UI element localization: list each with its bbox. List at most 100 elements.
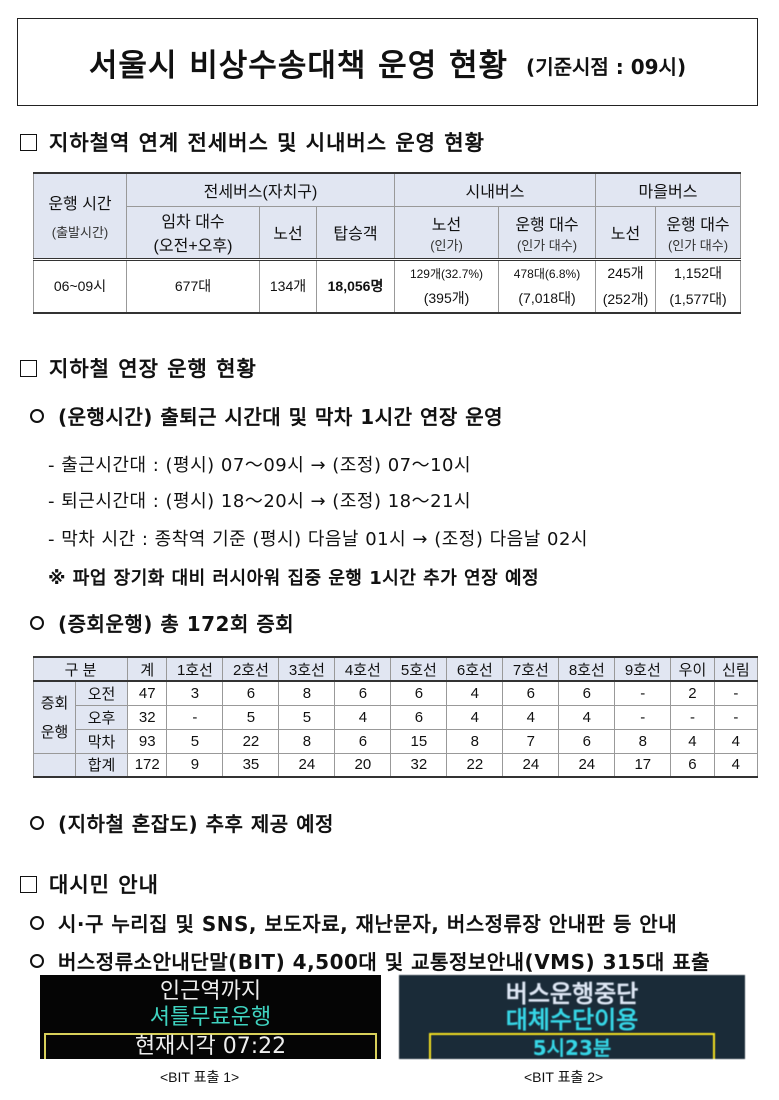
cell: -	[166, 704, 224, 730]
cell: 6	[670, 752, 715, 778]
cell: 5	[166, 728, 224, 754]
column-header: 우이	[670, 656, 715, 682]
column-header: 1호선	[166, 656, 224, 682]
section2-heading: 지하철 연장 운행 현황	[20, 353, 257, 383]
cell: -	[670, 704, 715, 730]
extra-runs-table: 구 분 계 1호선 2호선 3호선 4호선 5호선 6호선 7호선 8호선 9호선 우이 신림 증회 운행…	[33, 656, 759, 778]
column-header: 2호선	[222, 656, 280, 682]
cell: 6	[222, 680, 280, 706]
cell: 6	[502, 680, 560, 706]
cell: -	[713, 680, 759, 706]
checkbox-square-icon	[20, 134, 37, 151]
cell: 4	[713, 752, 759, 778]
cell: 8	[278, 728, 336, 754]
table-row: 오후 32-5 5 4 6 4 4 4- - -	[34, 704, 759, 730]
notice-item: 시·구 누리집 및 SNS, 보도자료, 재난문자, 버스정류장 안내판 등 안…	[30, 908, 677, 937]
cell: 5	[222, 704, 280, 730]
cell: 6	[390, 704, 448, 730]
cell: 5	[278, 704, 336, 730]
cell: 6	[334, 728, 392, 754]
cell: 20	[334, 752, 392, 778]
extra-runs-item: (증회운행) 총 172회 증회	[30, 608, 294, 637]
column-header: 5호선	[390, 656, 448, 682]
column-header: 신림	[713, 656, 759, 682]
cell: -	[713, 704, 759, 730]
section1-heading: 지하철역 연계 전세버스 및 시내버스 운영 현황	[20, 127, 485, 157]
bit-caption-2: <BIT 표출 2>	[524, 1069, 604, 1085]
cell: -	[614, 704, 672, 730]
cell: 17	[614, 752, 672, 778]
cell: 32	[390, 752, 448, 778]
cell: 24	[502, 752, 560, 778]
circle-bullet-icon	[30, 916, 44, 930]
cell: 24	[278, 752, 336, 778]
cell: 4	[670, 728, 715, 754]
note-line: ※ 파업 장기화 대비 러시아워 집중 운행 1시간 추가 연장 예정	[48, 568, 540, 589]
row-label: 오전	[75, 680, 128, 706]
circle-bullet-icon	[30, 409, 44, 423]
bit-caption-1: <BIT 표출 1>	[160, 1069, 240, 1085]
cell: 32	[126, 704, 168, 730]
cell: 8	[446, 728, 504, 754]
column-header: 6호선	[446, 656, 504, 682]
cell: 4	[334, 704, 392, 730]
cell: 172	[126, 752, 168, 778]
cell: 7	[502, 728, 560, 754]
cell: 93	[126, 728, 168, 754]
section3-heading: 대시민 안내	[20, 869, 159, 899]
cell: -	[614, 680, 672, 706]
detail-line: - 퇴근시간대 : (평시) 18～20시 → (조정) 18～21시	[48, 491, 472, 512]
reference-time: (기준시점 : 09시)	[526, 54, 687, 79]
table-row: 합계 172 9 35 24 20 32 22 24 24 17 6 4	[33, 752, 759, 778]
table-row: 증회 운행 오전 47 3 6 8 6 6 4 6 6-2-	[33, 680, 759, 754]
detail-line: - 막차 시간 : 종착역 기준 (평시) 다음날 01시 → (조정) 다음날…	[48, 529, 588, 550]
cell: 9	[166, 752, 224, 778]
column-header: 7호선	[502, 656, 560, 682]
row-label: 막차	[75, 728, 128, 754]
table-row: 막차 93 5 22 8 6 15 8 7 6 8 4 4	[34, 728, 759, 754]
column-header: 구 분	[33, 656, 128, 682]
circle-bullet-icon	[30, 816, 44, 830]
bit-display-2-image: 버스운행중단 대체수단이용 5시23분	[399, 975, 745, 1059]
cell: 24	[558, 752, 616, 778]
cell: 4	[446, 680, 504, 706]
row-label: 오후	[75, 704, 128, 730]
bus-operation-table: 운행 시간 (출발시간) 전세버스(자치구) 시내버스 마을버스 임차 대수 (오전…	[33, 172, 741, 314]
cell: 2	[670, 680, 715, 706]
circle-bullet-icon	[30, 616, 44, 630]
bit-display-1-image: 인근역까지 셔틀무료운행 현재시각 07:22	[40, 975, 381, 1059]
column-header: 9호선	[614, 656, 672, 682]
column-header: 3호선	[278, 656, 336, 682]
cell: 4	[446, 704, 504, 730]
checkbox-square-icon	[20, 876, 37, 893]
page-title: 서울시 비상수송대책 운영 현황	[88, 47, 509, 84]
cell: 22	[446, 752, 504, 778]
cell: 35	[222, 752, 280, 778]
cell: 15	[390, 728, 448, 754]
operation-hours-item: (운행시간) 출퇴근 시간대 및 막차 1시간 연장 운영	[30, 401, 503, 430]
column-header: 4호선	[334, 656, 392, 682]
cell: 6	[558, 680, 616, 706]
group-label: 증회 운행	[33, 680, 76, 754]
table-row: 06~09시 677대 134개 18,056명 129개(32.7%) (395…	[33, 257, 741, 314]
cell: 6	[558, 728, 616, 754]
circle-bullet-icon	[30, 954, 44, 968]
cell: 8	[614, 728, 672, 754]
cell: 8	[278, 680, 336, 706]
cell: 3	[166, 680, 224, 706]
row-label: 합계	[75, 752, 128, 778]
notice-item: 버스정류소안내단말(BIT) 4,500대 및 교통정보안내(VMS) 315대…	[30, 946, 710, 975]
cell: 47	[126, 680, 168, 706]
column-header: 계	[126, 656, 168, 682]
congestion-item: (지하철 혼잡도) 추후 제공 예정	[30, 808, 334, 837]
title-box: 서울시 비상수송대책 운영 현황 (기준시점 : 09시)	[17, 18, 758, 106]
cell: 6	[390, 680, 448, 706]
cell: 4	[502, 704, 560, 730]
cell: 22	[222, 728, 280, 754]
cell: 6	[334, 680, 392, 706]
column-header: 8호선	[558, 656, 616, 682]
cell: 4	[558, 704, 616, 730]
detail-line: - 출근시간대 : (평시) 07～09시 → (조정) 07～10시	[48, 455, 472, 476]
cell: 4	[713, 728, 759, 754]
checkbox-square-icon	[20, 360, 37, 377]
